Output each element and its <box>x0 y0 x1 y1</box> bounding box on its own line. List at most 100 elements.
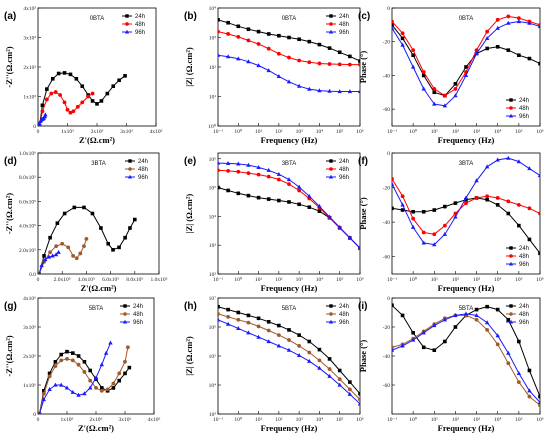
x-tick-label: 2x10³ <box>91 129 104 135</box>
data-point <box>307 193 312 198</box>
data-point <box>495 44 500 49</box>
data-point <box>82 244 86 249</box>
data-point <box>71 351 75 355</box>
data-point <box>218 168 220 173</box>
data-point <box>53 360 58 364</box>
data-point <box>236 35 241 39</box>
data-point <box>218 312 220 316</box>
x-tick-label: 2.0x10⁵ <box>54 277 71 283</box>
data-point <box>400 313 405 318</box>
data-point <box>123 235 127 240</box>
data-point <box>117 371 122 376</box>
data-point <box>65 107 70 112</box>
data-point <box>347 391 353 396</box>
data-point <box>347 89 353 94</box>
data-point <box>127 365 132 370</box>
x-axis-label: Z'(Ω.cm²) <box>78 423 114 433</box>
x-tick-label: 10¹ <box>431 417 439 423</box>
data-point <box>347 387 352 392</box>
panel-label: (i) <box>358 301 367 312</box>
data-point <box>44 97 49 102</box>
data-point <box>111 84 116 88</box>
panel-d: 0 2.0x10⁵ 4.0x10⁵ 6.0x10⁵ 8.0x10⁵ 1.0x10⁶ 0.0 2… <box>4 151 168 293</box>
x-tick-label: 10⁴ <box>316 129 324 135</box>
data-point <box>495 333 500 338</box>
x-tick-label: 6.0x10⁵ <box>102 277 119 283</box>
x-tick-label: 10² <box>452 277 460 283</box>
data-point <box>38 271 41 274</box>
legend-label: 24h <box>519 304 529 310</box>
y-tick-label: 2x10⁶ <box>23 354 36 360</box>
panel-label: (d) <box>4 156 17 167</box>
data-point <box>307 350 312 355</box>
data-point <box>442 317 448 322</box>
data-point <box>527 206 532 211</box>
legend-label: 48h <box>339 167 349 173</box>
x-axis-label: Frequency (Hz) <box>438 283 495 293</box>
data-point <box>506 361 511 366</box>
data-point <box>527 166 532 171</box>
data-point <box>538 251 540 256</box>
data-point <box>74 77 79 81</box>
data-point <box>246 38 251 43</box>
data-point <box>80 100 85 105</box>
x-tick-label: 8.0x10⁵ <box>126 277 143 283</box>
y-tick-label: -60 <box>383 107 391 113</box>
panel-title: 5BTA <box>459 306 474 312</box>
panel-title: 5BTA <box>89 306 104 312</box>
x-tick-label: 10³ <box>473 129 481 135</box>
legend-label: 48h <box>519 106 529 112</box>
data-point <box>45 87 49 91</box>
data-point <box>317 209 322 213</box>
data-point <box>348 54 352 59</box>
data-point <box>432 101 437 106</box>
legend-label: 96h <box>133 320 143 326</box>
data-point <box>54 244 59 249</box>
data-point <box>74 256 79 261</box>
legend-marker <box>328 174 334 179</box>
data-point <box>337 382 342 387</box>
data-point <box>236 317 241 322</box>
data-point <box>256 316 261 321</box>
data-point <box>317 42 322 47</box>
legend-label: 96h <box>339 320 349 326</box>
y-tick-label: 10³ <box>209 412 217 418</box>
data-point <box>111 381 116 386</box>
data-point <box>90 91 95 96</box>
y-tick-label: 10⁵ <box>209 354 217 360</box>
x-tick-label: 10⁻¹ <box>387 129 397 135</box>
legend-marker <box>125 14 129 18</box>
data-point <box>266 32 271 36</box>
series-24h <box>392 23 540 98</box>
series-48h <box>218 312 360 402</box>
data-point <box>218 317 221 322</box>
x-tick-label: 10⁵ <box>336 129 344 135</box>
y-axis-label: Phase (°) <box>358 51 368 84</box>
legend-marker <box>329 159 333 163</box>
legend: 24h 48h 96h <box>122 14 145 36</box>
data-point <box>527 237 532 242</box>
plot-frame <box>391 7 541 127</box>
data-point <box>421 240 426 245</box>
data-point <box>453 87 458 91</box>
data-point <box>59 382 64 387</box>
x-tick-label: 10² <box>452 129 460 135</box>
x-tick-label: 3x10⁶ <box>119 417 132 423</box>
data-point <box>527 388 532 393</box>
data-point <box>256 165 261 170</box>
data-point <box>307 39 312 44</box>
data-point <box>111 248 115 252</box>
x-tick-label: 4.0x10⁵ <box>78 277 95 283</box>
data-point <box>266 174 271 179</box>
series-line-96h <box>392 313 540 403</box>
data-point <box>86 94 91 99</box>
data-point <box>123 359 127 364</box>
y-tick-label: 10⁴ <box>209 383 217 389</box>
data-point <box>40 103 45 108</box>
x-tick-label: 10⁴ <box>316 417 324 423</box>
data-point <box>317 347 322 352</box>
data-point <box>453 214 458 219</box>
y-tick-label: -40 <box>383 354 391 360</box>
data-point <box>538 211 540 216</box>
data-point <box>90 99 95 103</box>
